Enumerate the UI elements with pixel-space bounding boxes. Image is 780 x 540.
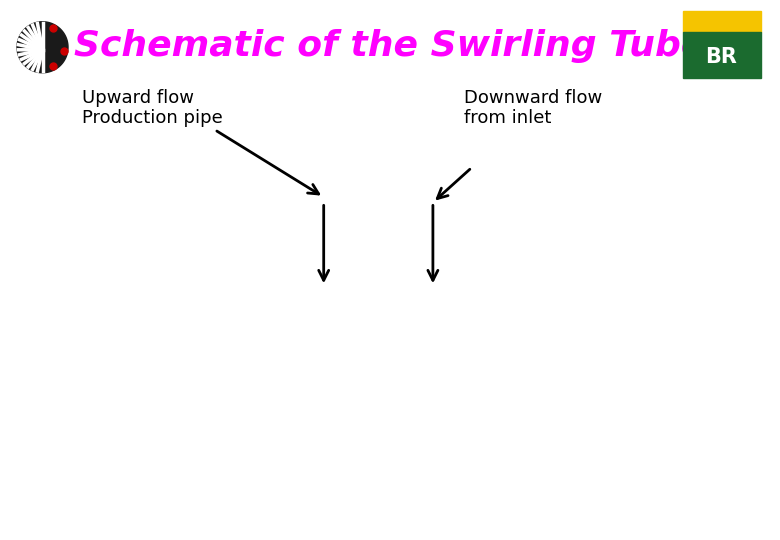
Text: Schematic of the Swirling Tube: Schematic of the Swirling Tube	[74, 29, 706, 63]
Text: BR: BR	[706, 46, 737, 67]
Polygon shape	[17, 22, 68, 73]
Text: Upward flow
Production pipe: Upward flow Production pipe	[82, 89, 222, 127]
Text: Downward flow
from inlet: Downward flow from inlet	[464, 89, 602, 127]
Bar	[682, 32, 760, 78]
Bar	[682, 11, 760, 32]
